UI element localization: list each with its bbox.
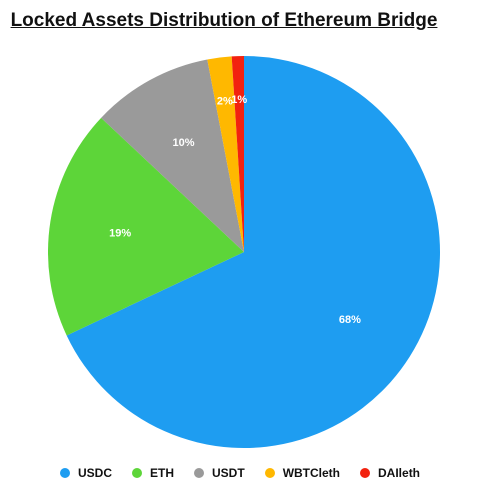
chart-title: Locked Assets Distribution of Ethereum B… [10,10,438,31]
data-label-daileth: 1% [231,94,247,106]
data-label-usdt: 10% [173,137,195,149]
legend-label-eth: ETH [150,466,175,480]
legend-swatch-usdc [60,468,70,478]
legend-swatch-eth [132,468,143,478]
legend-item-wbtcleth: WBTCleth [264,466,341,480]
legend-item-usdc: USDC [60,466,112,480]
data-label-wbtcleth: 2% [217,95,233,107]
legend-label-usdt: USDT [212,466,245,480]
legend-swatch-wbtcleth [264,468,275,478]
pie-slice-usdt [101,59,244,253]
legend-label-wbtcleth: WBTCleth [282,466,341,480]
pie-chart: 68% 19% 10% 2%1% [48,56,440,449]
data-label-usdc: 68% [339,314,361,326]
pie-slice-wbtcleth [207,56,244,252]
legend-swatch-daileth [360,468,371,478]
legend-label-daileth: DAIleth [378,466,421,480]
legend-item-daileth: DAIleth [360,466,420,480]
pie-slice-daileth [231,56,244,252]
legend-item-usdt: USDT [194,466,245,480]
legend-swatch-usdt [194,468,205,478]
legend-item-eth: ETH [132,466,174,480]
legend-label-usdc: USDC [78,466,113,480]
pie-slice-usdc [66,56,440,449]
legend: USDC ETH USDT WBTCleth DAIleth [60,466,420,480]
data-label-eth: 19% [109,227,131,239]
pie-slice-eth [48,117,244,336]
